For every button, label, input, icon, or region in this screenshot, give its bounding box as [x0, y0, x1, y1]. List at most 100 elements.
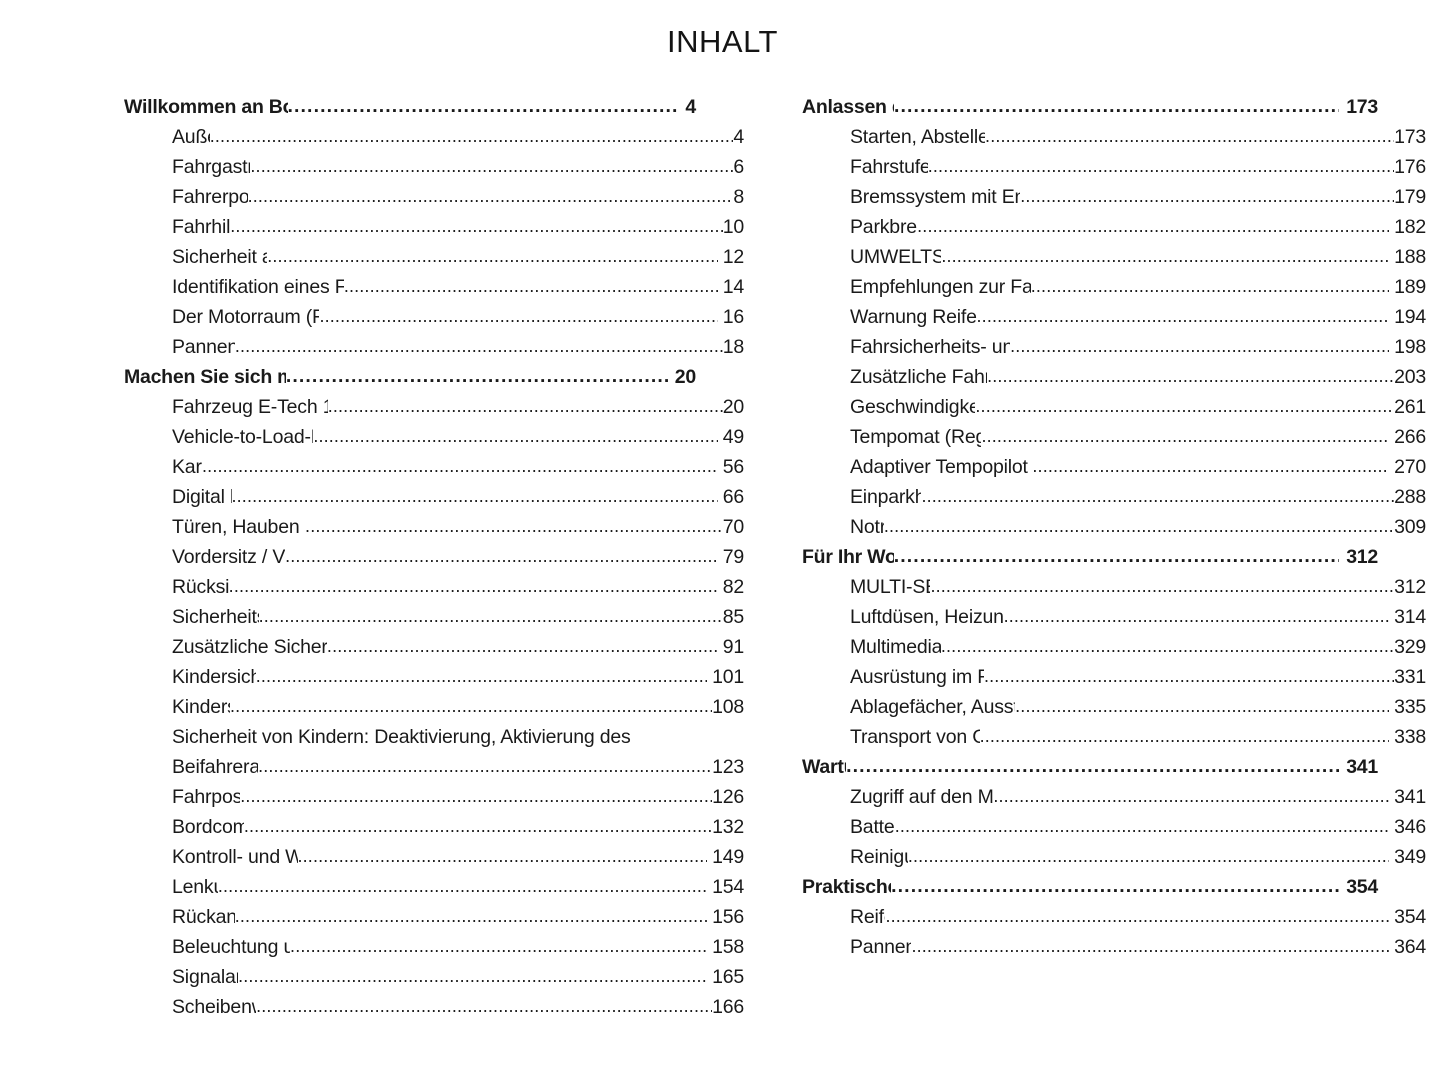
toc-entry-label-line1: Sicherheit von Kindern: Deaktivierung, A…	[172, 726, 631, 748]
toc-entry-section[interactable]: Türen, Hauben und Klappen 70	[124, 512, 744, 542]
dot-leader	[908, 841, 1389, 871]
toc-entry-section[interactable]: Reinigung 349	[802, 842, 1426, 872]
toc-entry-section[interactable]: Kontroll- und Warnleuchten 149	[124, 842, 744, 872]
toc-entry-section[interactable]: Lenkung 154	[124, 872, 744, 902]
toc-entry-page-number: 12	[722, 246, 744, 268]
toc-entry-section[interactable]: Signalanlage 165	[124, 962, 744, 992]
dot-leader	[230, 211, 722, 241]
toc-entry-page-number: 198	[1394, 336, 1426, 358]
toc-entry-section[interactable]: Notruf 309	[802, 512, 1426, 542]
toc-entry-label: Sicherheitsgurte	[172, 606, 259, 628]
toc-entry-label: Fahrstufenwahl	[850, 156, 928, 178]
dot-leader	[235, 901, 707, 931]
toc-entry-label: Karte	[172, 456, 202, 478]
dot-leader	[298, 841, 708, 871]
toc-entry-page-number: 312	[1346, 546, 1378, 568]
toc-entry-chapter[interactable]: Anlassen des Motors 173	[802, 92, 1378, 122]
toc-entry-chapter[interactable]: Machen Sie sich mit Ihrem Fahrzeug vertr…	[124, 362, 696, 392]
toc-entry-section[interactable]: Tempomat (Regler-Funktion) 266	[802, 422, 1426, 452]
toc-entry-section[interactable]: UMWELTSCHUTZ 188	[802, 242, 1426, 272]
toc-entry-section[interactable]: Fahrhilfen 10	[124, 212, 744, 242]
toc-entry-section[interactable]: Sicherheitsgurte 85	[124, 602, 744, 632]
toc-entry-label: Signalanlage	[172, 966, 238, 988]
toc-entry-section[interactable]: Empfehlungen zur Fahrweise, ECO-Fahrweis…	[802, 272, 1426, 302]
toc-entry-label: Warnung Reifendruckverlust	[850, 306, 977, 328]
toc-entry-section[interactable]: Adaptiver Tempopilot mit Stop and Go-Fun…	[802, 452, 1426, 482]
toc-entry-section[interactable]: Kindersitze 108	[124, 692, 744, 722]
toc-entry-label: Starten, Abstellen des Motors	[850, 126, 986, 148]
toc-entry-page-number: 154	[712, 876, 744, 898]
dot-leader	[941, 241, 1389, 271]
toc-entry-section[interactable]: Pannenhilfe 18	[124, 332, 744, 362]
toc-entry-label: Beleuchtung und Signale	[172, 936, 291, 958]
toc-entry-section[interactable]: Sicherheit an Bord 12	[124, 242, 744, 272]
toc-entry-label: Fahrhilfen	[172, 216, 231, 238]
toc-entry-label: Kindersicherheit	[172, 666, 256, 688]
toc-entry-page-number: 132	[712, 816, 744, 838]
toc-entry-section[interactable]: Starten, Abstellen des Motors 173	[802, 122, 1426, 152]
toc-entry-page-number: 354	[1394, 906, 1426, 928]
toc-entry-section[interactable]: Rücksitze 82	[124, 572, 744, 602]
toc-entry-section[interactable]: Vordersitz / Vordersitze 79	[124, 542, 744, 572]
toc-entry-section[interactable]: Fahrsicherheits- und Assistenzsysteme 198	[802, 332, 1426, 362]
toc-entry-section[interactable]: Scheibenwischer 166	[124, 992, 744, 1022]
toc-entry-page-number: 203	[1394, 366, 1426, 388]
toc-entry-chapter[interactable]: Praktische Hinweise 354	[802, 872, 1378, 902]
toc-entry-label: Digital key	[172, 486, 232, 508]
toc-entry-section[interactable]: Bordcomputer 132	[124, 812, 744, 842]
toc-entry-label: Fahrgastraum	[172, 156, 250, 178]
toc-entry-section[interactable]: Warnung Reifendruckverlust 194	[802, 302, 1426, 332]
toc-entry-label: Pannenhilfe	[172, 336, 235, 358]
toc-entry-chapter[interactable]: Willkommen an Bord Ihres Elektrofahrzeug…	[124, 92, 696, 122]
dot-leader	[930, 571, 1394, 601]
toc-entry-section[interactable]: Digital key 66	[124, 482, 744, 512]
toc-entry-label: Sicherheit an Bord	[172, 246, 267, 268]
toc-entry-section[interactable]: MULTI-SENSE 312	[802, 572, 1426, 602]
toc-entry-section[interactable]: Identifikation eines Fahrzeugs - Aufkleb…	[124, 272, 744, 302]
toc-entry-label: Bordcomputer	[172, 816, 244, 838]
toc-entry-section[interactable]: Transport von Gegenständen 338	[802, 722, 1426, 752]
toc-entry-section[interactable]: Parkbremse 182	[802, 212, 1426, 242]
toc-entry-page-number: 329	[1394, 636, 1426, 658]
dot-leader	[256, 661, 707, 691]
toc-entry-section[interactable]: Batterie: 346	[802, 812, 1426, 842]
toc-entry-section[interactable]: Ausrüstung im Fahrgastraum 331	[802, 662, 1426, 692]
dot-leader	[327, 631, 718, 661]
toc-entry-section[interactable]: Ablagefächer, Ausstattung Fahrgastraum 33…	[802, 692, 1426, 722]
dot-leader	[1020, 181, 1394, 211]
toc-column-right: Anlassen des Motors173Starten, Abstellen…	[802, 92, 1426, 962]
toc-entry-section[interactable]: Fahrgastraum 6	[124, 152, 744, 182]
toc-entry-page-number: 6	[733, 156, 744, 178]
toc-entry-page-number: 158	[712, 936, 744, 958]
toc-entry-section[interactable]: Pannenhilfe 364	[802, 932, 1426, 962]
toc-entry-chapter[interactable]: Wartung 341	[802, 752, 1378, 782]
toc-entry-label: Reifen	[850, 906, 885, 928]
toc-entry-section[interactable]: Der Motorraum (Routinewartung) 16	[124, 302, 744, 332]
toc-entry-chapter[interactable]: Für Ihr Wohlbefinden 312	[802, 542, 1378, 572]
toc-entry-section[interactable]: Zusätzliche Fahrhilfefunktionen 203	[802, 362, 1426, 392]
toc-entry-section[interactable]: Fahrposition 126	[124, 782, 744, 812]
toc-entry-page-number: 173	[1346, 96, 1378, 118]
toc-entry-section[interactable]: Einparkhilfen 288	[802, 482, 1426, 512]
toc-entry-section[interactable]: Vehicle-to-Load-Funktion (V2L) 49	[124, 422, 744, 452]
toc-entry-section[interactable]: Außen 4	[124, 122, 744, 152]
toc-entry-section[interactable]: Fahrstufenwahl 176	[802, 152, 1426, 182]
toc-entry-section[interactable]: Karte 56	[124, 452, 744, 482]
dot-leader	[285, 541, 718, 571]
toc-entry-section[interactable]: Reifen 354	[802, 902, 1426, 932]
toc-entry-section[interactable]: Multimedia-Geräte 329	[802, 632, 1426, 662]
toc-entry-page-number: 182	[1394, 216, 1426, 238]
toc-entry-section[interactable]: Rückansicht 156	[124, 902, 744, 932]
toc-entry-section[interactable]: Luftdüsen, Heizung und Klimaanlage 314	[802, 602, 1426, 632]
toc-entry-section[interactable]: Zusätzliche Sicherheitseinrichtungen 91	[124, 632, 744, 662]
toc-entry-section[interactable]: Sicherheit von Kindern: Deaktivierung, A…	[124, 722, 744, 782]
dot-leader	[313, 421, 717, 451]
toc-entry-section[interactable]: Kindersicherheit 101	[124, 662, 744, 692]
toc-entry-section[interactable]: Fahrerposition 8	[124, 182, 744, 212]
toc-entry-section[interactable]: Geschwindigkeitsbegrenzer 261	[802, 392, 1426, 422]
toc-entry-section[interactable]: Zugriff auf den Motor, Füllstände 341	[802, 782, 1426, 812]
toc-entry-section[interactable]: Beleuchtung und Signale 158	[124, 932, 744, 962]
toc-entry-section[interactable]: Fahrzeug E-Tech 100% electric (EV) 20	[124, 392, 744, 422]
toc-entry-section[interactable]: Bremssystem mit Energierückgewinnung 179	[802, 182, 1426, 212]
dot-leader	[238, 961, 707, 991]
